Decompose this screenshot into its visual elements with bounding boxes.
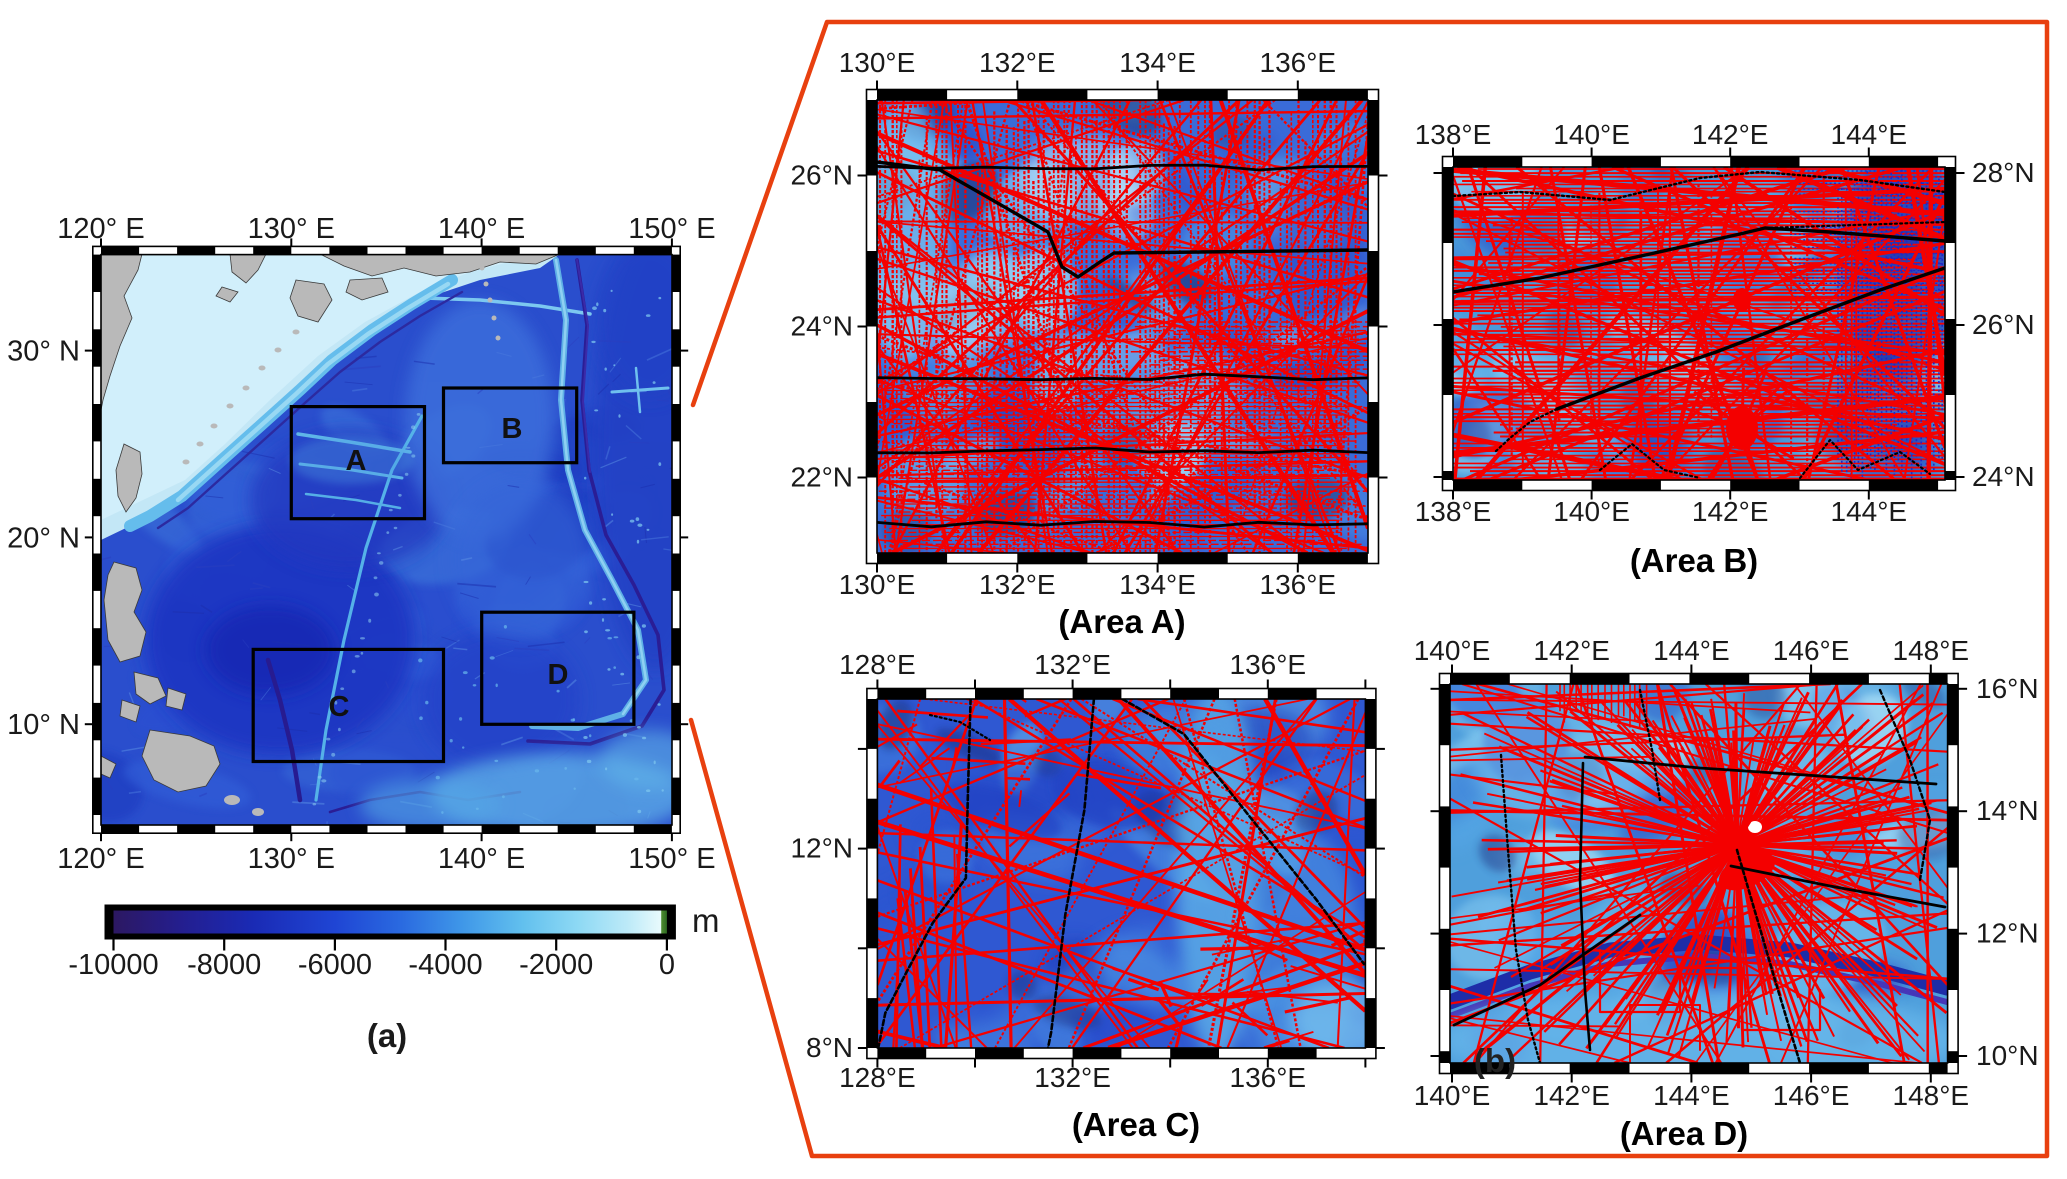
svg-text:140°E: 140°E [1553,496,1630,527]
svg-text:130° E: 130° E [248,213,335,245]
svg-text:142°E: 142°E [1692,496,1769,527]
svg-text:10°N: 10°N [1976,1040,2039,1071]
svg-text:146°E: 146°E [1773,1080,1850,1111]
svg-text:142°E: 142°E [1692,119,1769,150]
svg-text:-2000: -2000 [519,949,593,981]
svg-text:-10000: -10000 [68,949,158,981]
svg-text:(b): (b) [1474,1042,1516,1079]
svg-text:(Area A): (Area A) [1058,603,1185,640]
svg-text:120° E: 120° E [57,843,144,875]
svg-text:140°E: 140°E [1414,635,1491,666]
svg-text:A: A [346,445,367,477]
svg-text:12°N: 12°N [1976,918,2039,949]
svg-text:146°E: 146°E [1773,635,1850,666]
svg-text:14°N: 14°N [1976,795,2039,826]
svg-text:120° E: 120° E [57,213,144,245]
svg-text:134°E: 134°E [1119,569,1196,600]
svg-text:24°N: 24°N [790,311,853,342]
svg-text:140°E: 140°E [1553,119,1630,150]
svg-text:144°E: 144°E [1653,635,1730,666]
svg-text:138°E: 138°E [1415,496,1492,527]
svg-text:28°N: 28°N [1972,157,2035,188]
svg-text:130°E: 130°E [839,569,916,600]
svg-text:142°E: 142°E [1533,635,1610,666]
svg-text:(Area B): (Area B) [1630,542,1758,579]
svg-text:0: 0 [659,949,675,981]
svg-text:(Area D): (Area D) [1620,1115,1748,1152]
svg-text:144°E: 144°E [1831,119,1908,150]
svg-text:-6000: -6000 [298,949,372,981]
svg-text:134°E: 134°E [1119,47,1196,78]
svg-text:10° N: 10° N [7,709,80,741]
svg-text:140°E: 140°E [1414,1080,1491,1111]
svg-text:138°E: 138°E [1415,119,1492,150]
svg-text:(Area C): (Area C) [1072,1106,1200,1143]
svg-text:20° N: 20° N [7,522,80,554]
svg-text:(a): (a) [367,1017,407,1054]
svg-text:26°N: 26°N [1972,309,2035,340]
svg-text:132°E: 132°E [1034,649,1111,680]
svg-text:-8000: -8000 [187,949,261,981]
svg-text:136°E: 136°E [1230,649,1307,680]
svg-text:C: C [329,691,350,723]
svg-text:136°E: 136°E [1260,569,1337,600]
svg-text:144°E: 144°E [1831,496,1908,527]
svg-text:128°E: 128°E [839,1062,916,1093]
svg-text:26°N: 26°N [790,160,853,191]
svg-text:148°E: 148°E [1893,635,1970,666]
svg-text:150° E: 150° E [628,843,715,875]
svg-text:150° E: 150° E [628,213,715,245]
svg-text:140° E: 140° E [438,843,525,875]
svg-text:140° E: 140° E [438,213,525,245]
svg-text:132°E: 132°E [979,569,1056,600]
svg-text:8°N: 8°N [806,1032,853,1063]
svg-text:136°E: 136°E [1260,47,1337,78]
svg-text:148°E: 148°E [1893,1080,1970,1111]
svg-text:12°N: 12°N [790,833,853,864]
svg-text:24°N: 24°N [1972,461,2035,492]
svg-text:128°E: 128°E [839,649,916,680]
svg-text:132°E: 132°E [1034,1062,1111,1093]
svg-text:22°N: 22°N [790,462,853,493]
svg-text:m: m [692,902,720,939]
svg-text:130°E: 130°E [839,47,916,78]
svg-text:136°E: 136°E [1230,1062,1307,1093]
svg-text:16°N: 16°N [1976,673,2039,704]
svg-text:B: B [502,413,523,445]
svg-text:-4000: -4000 [408,949,482,981]
svg-text:30° N: 30° N [7,336,80,368]
svg-text:132°E: 132°E [979,47,1056,78]
svg-text:144°E: 144°E [1653,1080,1730,1111]
svg-text:D: D [548,659,569,691]
svg-text:130° E: 130° E [248,843,335,875]
svg-text:142°E: 142°E [1533,1080,1610,1111]
